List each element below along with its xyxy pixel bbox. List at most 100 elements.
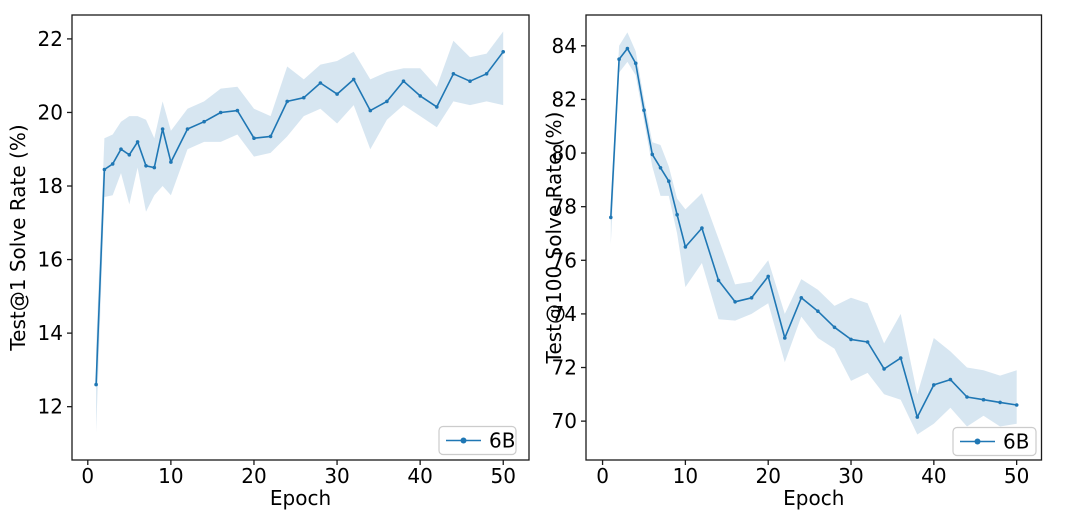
y-tick-label: 78 <box>552 195 577 219</box>
data-point-marker <box>675 212 679 217</box>
x-tick-label: 20 <box>241 464 266 488</box>
data-point-marker <box>633 61 638 66</box>
legend: 6B <box>438 425 517 456</box>
data-point-marker <box>501 50 506 54</box>
data-point-marker <box>94 382 98 387</box>
x-tick-label: 20 <box>755 464 780 488</box>
x-tick-label: 30 <box>838 464 863 488</box>
data-point-marker <box>1014 403 1019 407</box>
data-point-marker <box>385 99 389 104</box>
x-tick-label: 50 <box>491 464 516 488</box>
data-point-marker <box>468 79 472 83</box>
data-point-marker <box>882 367 886 371</box>
data-point-marker <box>667 179 671 183</box>
x-axis-label: Epoch <box>783 486 844 510</box>
data-point-marker <box>733 300 737 304</box>
data-point-marker <box>185 127 190 131</box>
legend-label: 6B <box>489 429 515 453</box>
data-point-marker <box>898 356 903 360</box>
y-tick-label: 18 <box>38 174 63 198</box>
legend-label: 6B <box>1003 430 1029 454</box>
data-point-marker <box>849 337 853 342</box>
data-point-marker <box>766 274 770 279</box>
data-point-marker <box>285 99 290 104</box>
data-point-marker <box>617 57 621 61</box>
series-line <box>610 47 1018 418</box>
confidence-band <box>96 31 504 433</box>
data-point-marker <box>368 108 373 113</box>
x-tick-label: 10 <box>158 464 183 488</box>
y-tick-label: 20 <box>38 100 63 124</box>
legend-marker-sample <box>974 438 981 445</box>
test-at-1-solve-rate-chart: 0 10 20 30 40 50 12 14 16 18 20 22 Epoch Test@1 Solve… <box>6 14 530 510</box>
data-point-marker <box>965 395 969 399</box>
data-point-marker <box>816 309 820 314</box>
series-line <box>95 50 505 386</box>
data-point-marker <box>218 110 223 115</box>
data-point-marker <box>783 336 787 340</box>
x-tick-label: 40 <box>921 464 946 488</box>
data-point-marker <box>144 164 148 168</box>
data-point-marker <box>252 136 256 140</box>
y-tick-label: 74 <box>552 302 577 326</box>
data-point-marker <box>335 92 339 96</box>
data-point-marker <box>127 153 132 157</box>
data-point-marker <box>749 296 754 300</box>
x-tick-label: 0 <box>81 464 94 488</box>
confidence-band <box>610 32 1017 435</box>
data-point-marker <box>683 245 688 249</box>
data-point-marker <box>351 77 356 82</box>
data-point-marker <box>401 79 406 83</box>
data-point-marker <box>700 226 704 230</box>
data-point-marker <box>435 105 439 109</box>
y-tick-label: 12 <box>38 395 63 419</box>
y-tick-label: 84 <box>552 34 577 58</box>
data-point-marker <box>268 134 273 139</box>
test-at-100-solve-rate-chart: 0 10 20 30 40 50 70 72 74 76 78 80 82 84 Epoch Test@100… <box>542 14 1043 510</box>
data-point-marker <box>998 400 1002 405</box>
data-point-marker <box>799 296 804 300</box>
data-point-marker <box>102 167 107 172</box>
y-tick-label: 22 <box>38 27 63 51</box>
axes-frame <box>585 14 1043 461</box>
data-point-marker <box>716 278 721 283</box>
data-point-marker <box>169 160 173 164</box>
data-point-marker <box>235 108 240 113</box>
data-point-marker <box>318 81 323 85</box>
data-point-marker <box>119 147 123 151</box>
y-tick-label: 76 <box>552 248 577 272</box>
x-tick-label: 0 <box>596 464 609 488</box>
data-point-marker <box>948 377 953 382</box>
y-tick-label: 72 <box>552 356 577 380</box>
x-tick-label: 50 <box>1004 464 1029 488</box>
data-point-marker <box>609 215 613 220</box>
data-point-marker <box>650 152 655 157</box>
data-point-marker <box>152 165 157 170</box>
data-point-marker <box>451 72 456 76</box>
data-point-marker <box>484 72 489 76</box>
y-axis-label: Test@100 Solve Rate (%) <box>542 112 566 365</box>
legend-marker-sample <box>460 437 467 444</box>
data-point-marker <box>865 340 870 344</box>
y-tick-label: 14 <box>38 321 63 345</box>
y-tick-label: 70 <box>552 409 577 433</box>
data-point-marker <box>915 415 920 419</box>
data-point-marker <box>110 162 115 166</box>
x-tick-label: 10 <box>673 464 698 488</box>
y-axis-label: Test@1 Solve Rate (%) <box>6 124 30 351</box>
data-point-marker <box>160 127 165 131</box>
y-tick-label: 16 <box>38 248 63 272</box>
data-point-marker <box>832 325 837 330</box>
data-point-marker <box>981 397 986 402</box>
y-tick-label: 80 <box>552 141 577 165</box>
x-axis-label: Epoch <box>270 486 331 510</box>
x-tick-label: 40 <box>407 464 432 488</box>
x-tick-label: 30 <box>324 464 349 488</box>
data-point-marker <box>202 119 206 124</box>
data-point-marker <box>642 108 646 112</box>
data-point-marker <box>418 94 423 98</box>
y-tick-label: 82 <box>552 87 577 111</box>
axes-frame <box>71 14 530 461</box>
data-point-marker <box>658 166 663 170</box>
